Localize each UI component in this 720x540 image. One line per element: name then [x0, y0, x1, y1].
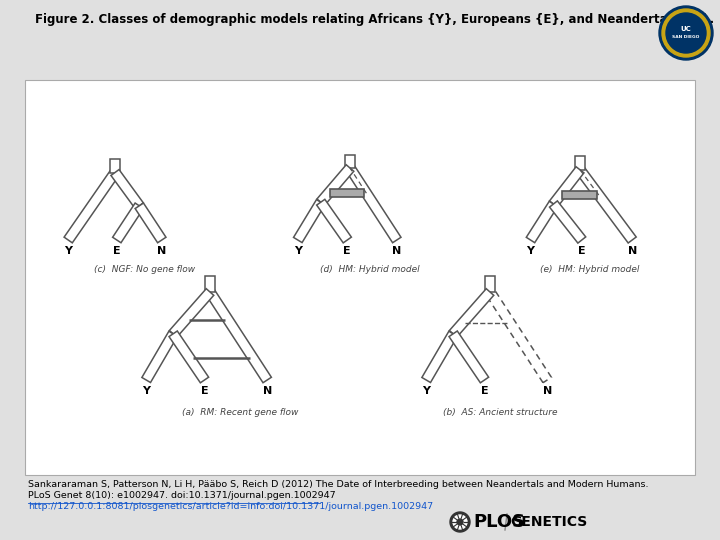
Text: http://127.0.0.1:8081/plosgenetics/article?id=info:doi/10.1371/journal.pgen.1002: http://127.0.0.1:8081/plosgenetics/artic… [28, 502, 433, 511]
Text: PLOS: PLOS [473, 513, 525, 531]
Polygon shape [526, 201, 558, 242]
Circle shape [659, 6, 713, 60]
Circle shape [457, 519, 463, 525]
Text: (b)  AS: Ancient structure: (b) AS: Ancient structure [443, 408, 557, 417]
Polygon shape [549, 201, 586, 243]
Text: E: E [113, 246, 121, 256]
Text: SAN DIEGO: SAN DIEGO [672, 35, 700, 39]
Text: Y: Y [142, 386, 150, 396]
Polygon shape [111, 170, 143, 209]
Text: E: E [343, 246, 351, 256]
Text: N: N [392, 246, 402, 256]
FancyBboxPatch shape [25, 80, 695, 475]
Text: GENETICS: GENETICS [510, 515, 588, 529]
Polygon shape [549, 167, 584, 207]
Polygon shape [169, 331, 209, 383]
Text: Y: Y [526, 246, 534, 256]
Polygon shape [206, 289, 271, 383]
Circle shape [666, 13, 706, 53]
Text: Y: Y [294, 246, 302, 256]
Text: (e)  HM: Hybrid model: (e) HM: Hybrid model [540, 265, 639, 274]
Polygon shape [110, 159, 120, 172]
Text: N: N [157, 246, 166, 256]
Polygon shape [112, 203, 143, 243]
Polygon shape [485, 275, 495, 292]
Polygon shape [317, 199, 351, 243]
Polygon shape [294, 200, 325, 242]
Circle shape [662, 9, 710, 57]
Text: E: E [201, 386, 208, 396]
Text: E: E [481, 386, 488, 396]
Polygon shape [422, 331, 457, 382]
Polygon shape [449, 289, 494, 337]
Polygon shape [317, 165, 354, 205]
Polygon shape [486, 289, 552, 383]
Text: UC: UC [680, 26, 691, 32]
Text: N: N [543, 386, 552, 396]
Polygon shape [562, 191, 597, 199]
Polygon shape [169, 289, 214, 337]
Text: (a)  RM: Recent gene flow: (a) RM: Recent gene flow [182, 408, 298, 417]
Polygon shape [346, 165, 401, 242]
Text: Sankararaman S, Patterson N, Li H, Pääbo S, Reich D (2012) The Date of Interbree: Sankararaman S, Patterson N, Li H, Pääbo… [28, 480, 649, 489]
Text: Y: Y [64, 246, 72, 256]
Polygon shape [205, 275, 215, 292]
Polygon shape [345, 154, 355, 168]
Polygon shape [449, 331, 489, 383]
Text: PLoS Genet 8(10): e1002947. doi:10.1371/journal.pgen.1002947: PLoS Genet 8(10): e1002947. doi:10.1371/… [28, 491, 336, 500]
Text: (c)  NGF: No gene flow: (c) NGF: No gene flow [94, 265, 196, 274]
Text: (d)  HM: Hybrid model: (d) HM: Hybrid model [320, 265, 420, 274]
Circle shape [450, 512, 470, 532]
Polygon shape [576, 167, 636, 243]
Polygon shape [330, 189, 364, 198]
Text: E: E [578, 246, 585, 256]
Text: N: N [263, 386, 272, 396]
Polygon shape [135, 203, 166, 243]
Text: N: N [628, 246, 636, 256]
Text: Figure 2. Classes of demographic models relating Africans {Y}, Europeans {E}, an: Figure 2. Classes of demographic models … [35, 13, 714, 26]
Polygon shape [142, 331, 177, 382]
Polygon shape [64, 170, 119, 243]
Circle shape [453, 515, 467, 529]
Polygon shape [575, 156, 585, 170]
Text: Y: Y [422, 386, 431, 396]
